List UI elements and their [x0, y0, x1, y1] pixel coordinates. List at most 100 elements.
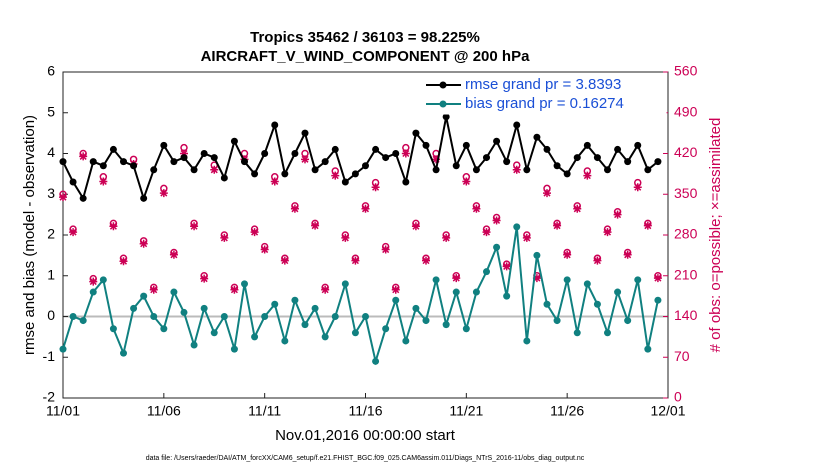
- y-tick-label: -1: [43, 348, 56, 364]
- legend-marker: [439, 81, 447, 89]
- assimilated-obs-marker: [391, 285, 400, 294]
- series-marker: [120, 158, 127, 166]
- y-tick-label: 3: [47, 185, 55, 201]
- series-marker: [341, 280, 349, 288]
- y-tick-label: -2: [43, 389, 56, 405]
- y2-tick-label: 420: [674, 144, 698, 160]
- series-marker: [644, 345, 652, 353]
- series-marker: [140, 292, 148, 300]
- series-marker: [180, 154, 188, 162]
- series-marker: [442, 113, 450, 121]
- assimilated-obs-marker: [59, 193, 67, 202]
- series-marker: [503, 292, 511, 300]
- series-marker: [220, 313, 228, 320]
- series-marker: [543, 300, 551, 308]
- series-marker: [634, 276, 642, 284]
- series-marker: [483, 154, 490, 162]
- assimilated-obs-marker: [563, 250, 572, 259]
- assimilated-obs-marker: [361, 204, 370, 213]
- series-marker: [614, 288, 622, 296]
- series-marker: [200, 150, 208, 157]
- series-marker: [604, 166, 611, 174]
- series-marker: [402, 178, 410, 186]
- series-marker: [109, 145, 117, 153]
- y-tick-label: 4: [47, 144, 55, 160]
- y2-tick-label: 490: [674, 103, 698, 119]
- series-marker: [472, 288, 480, 296]
- series-marker: [452, 288, 460, 296]
- series-marker: [533, 251, 541, 259]
- series-marker: [190, 341, 198, 349]
- series-marker: [220, 174, 228, 182]
- x-tick-label: 11/06: [147, 403, 181, 419]
- series-marker: [422, 141, 430, 149]
- series-marker: [230, 345, 238, 353]
- series-marker: [160, 141, 168, 149]
- assimilated-obs-marker: [633, 183, 642, 192]
- legend-label: rmse grand pr = 3.8393: [465, 76, 621, 93]
- assimilated-obs-marker: [79, 152, 88, 161]
- series-marker: [59, 158, 67, 166]
- series-marker: [311, 166, 319, 174]
- series-marker: [251, 170, 259, 178]
- assimilated-obs-marker: [492, 216, 501, 225]
- footnote: data file: /Users/raeder/DAI/ATM_forcXX/…: [146, 455, 585, 462]
- series-marker: [331, 145, 339, 153]
- assimilated-obs-marker: [290, 204, 299, 213]
- assimilated-obs-marker: [321, 285, 330, 294]
- series-marker: [452, 162, 460, 170]
- series-marker: [412, 129, 420, 137]
- series-marker: [634, 141, 642, 149]
- y-axis-label: rmse and bias (model - observation): [21, 115, 38, 355]
- assimilated-obs-marker: [190, 222, 199, 231]
- series-marker: [563, 170, 571, 178]
- series-marker: [604, 329, 611, 337]
- assimilated-obs-marker: [180, 149, 188, 158]
- series-marker: [150, 313, 158, 320]
- series-marker: [573, 154, 581, 162]
- assimilated-obs-marker: [119, 257, 128, 266]
- series-marker: [89, 158, 97, 166]
- series-marker: [79, 317, 87, 325]
- y2-tick-label: 0: [674, 389, 682, 405]
- series-marker: [573, 329, 581, 337]
- assimilated-obs-marker: [411, 222, 420, 231]
- legend-marker: [439, 100, 447, 108]
- series-marker: [513, 121, 521, 129]
- assimilated-obs-marker: [543, 189, 551, 198]
- assimilated-obs-marker: [169, 250, 178, 259]
- assimilated-obs-marker: [371, 183, 380, 192]
- y2-axis-label: # of obs: o=possible; ×=assimilated: [707, 118, 724, 353]
- assimilated-obs-marker: [311, 221, 320, 230]
- series-marker: [180, 308, 188, 316]
- x-tick-label: 11/01: [46, 403, 80, 419]
- series-marker: [382, 154, 390, 162]
- series-marker: [291, 150, 299, 157]
- series-marker: [99, 276, 107, 284]
- x-tick-label: 12/01: [650, 403, 685, 419]
- assimilated-obs-marker: [89, 277, 98, 286]
- series-marker: [210, 154, 218, 162]
- series-marker: [543, 145, 551, 153]
- y-tick-label: 5: [47, 103, 55, 119]
- series-marker: [251, 333, 259, 341]
- legend-label: bias grand pr = 0.16274: [465, 95, 624, 112]
- x-axis-label: Nov.01,2016 00:00:00 start: [275, 427, 456, 444]
- series-marker: [462, 325, 470, 333]
- assimilated-obs-marker: [573, 204, 582, 213]
- series-marker: [432, 166, 440, 174]
- x-tick-label: 11/11: [248, 403, 281, 419]
- series-marker: [583, 280, 591, 288]
- series-marker: [422, 317, 430, 325]
- series-marker: [442, 321, 450, 329]
- series-marker: [210, 329, 218, 337]
- assimilated-obs-marker: [512, 165, 521, 174]
- series-marker: [533, 133, 541, 141]
- assimilated-obs-marker: [472, 204, 481, 213]
- series-marker: [170, 288, 178, 296]
- x-tick-label: 11/21: [449, 403, 483, 419]
- x-tick-label: 11/16: [349, 403, 383, 419]
- series-marker: [412, 304, 420, 312]
- series-marker: [644, 166, 652, 174]
